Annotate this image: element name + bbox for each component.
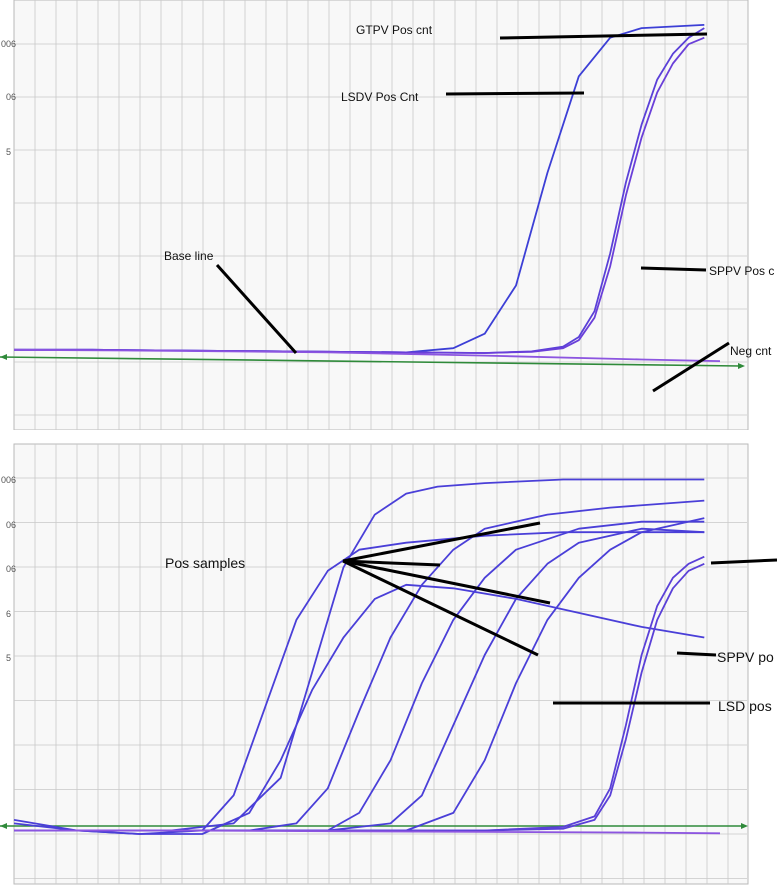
pointer-line: [342, 559, 539, 657]
pointer-line: [342, 559, 441, 567]
y-tick-label: 6: [6, 609, 11, 619]
y-tick-label: 5: [6, 653, 11, 663]
annotation-lsd: LSD pos: [718, 698, 772, 714]
left-arrow-icon: [0, 354, 7, 360]
series-line: [14, 829, 721, 835]
right-arrow-icon: [738, 363, 745, 369]
y-tick-label: 06: [6, 564, 16, 574]
series-line-neg-cnt: [13, 348, 721, 362]
annotation-sppv: SPPV po: [717, 649, 774, 665]
series-line: [13, 583, 705, 835]
y-tick-labels: 006 06 06 6 5: [1, 475, 16, 663]
pointer-line: [445, 91, 585, 96]
right-arrow-icon: [741, 823, 748, 829]
pointer-line: [676, 651, 717, 657]
annotation-neg: Neg cnt: [730, 344, 772, 358]
y-tick-label: 006: [1, 39, 16, 49]
annotation-sppv: SPPV Pos c: [709, 264, 774, 278]
y-tick-label: 006: [1, 475, 16, 485]
pointer-line: [710, 558, 777, 565]
annotation-pos-samples: Pos samples: [165, 555, 245, 571]
y-tick-label: 5: [6, 147, 11, 157]
pointer-line: [652, 341, 730, 393]
baseline-threshold: [0, 356, 741, 367]
pointer-line: [499, 32, 708, 40]
y-tick-labels: 006 06 5: [1, 39, 16, 157]
pointer-line: [342, 521, 541, 563]
y-tick-label: 06: [6, 520, 16, 530]
divider: [0, 430, 777, 444]
series-line: [14, 478, 705, 832]
annotation-gtpv: GTPV Pos cnt: [356, 23, 433, 37]
series-group: [13, 478, 721, 835]
chart-panel-bottom: 006 06 06 6 5 Pos samples SPPV po LSD po…: [0, 443, 777, 893]
pointer-line: [215, 263, 298, 355]
chart-panel-top: 006 06 5 GTPV Pos cnt LSDV Pos Cnt SPPV …: [0, 0, 777, 431]
annotation-baseline: Base line: [164, 249, 214, 263]
pointer-line: [342, 559, 551, 605]
annotation-lsdv: LSDV Pos Cnt: [341, 90, 419, 104]
left-arrow-icon: [0, 823, 7, 829]
series-group: [13, 24, 721, 362]
y-tick-label: 06: [6, 92, 16, 102]
pointer-line: [640, 266, 707, 272]
